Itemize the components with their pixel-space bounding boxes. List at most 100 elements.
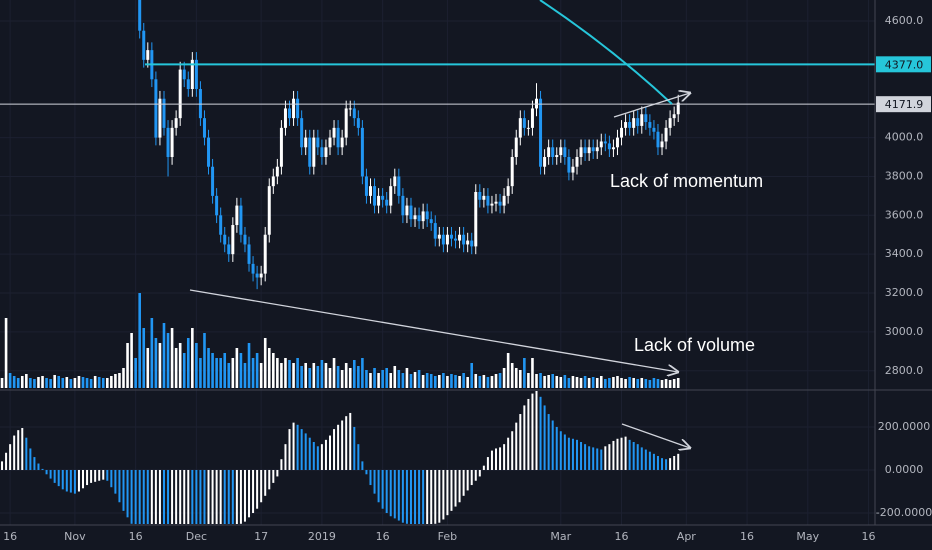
histogram-bar	[418, 469, 421, 524]
volume-bar	[612, 377, 615, 388]
histogram-bar	[337, 424, 340, 470]
histogram-bar	[620, 437, 623, 470]
candle-body	[514, 137, 518, 158]
grid	[0, 0, 875, 525]
volume-bar	[616, 376, 619, 388]
histogram-bar	[167, 469, 170, 524]
histogram-bar	[114, 469, 117, 494]
candle-body	[227, 244, 231, 255]
volume-bar	[393, 366, 397, 388]
histogram-bar	[438, 469, 441, 523]
histogram-bar	[458, 469, 461, 503]
volume-bar	[219, 358, 222, 388]
volume-bar	[373, 368, 376, 388]
volume-bar	[571, 376, 575, 388]
histogram-bar	[490, 450, 493, 470]
histogram-bar	[304, 433, 307, 470]
volume-bar	[514, 368, 518, 388]
histogram-bar	[551, 420, 554, 470]
histogram-bar	[531, 393, 534, 470]
candle-body	[421, 211, 425, 222]
y-tick-label: 3800.0	[885, 169, 924, 182]
histogram-bar	[616, 438, 619, 470]
histogram-bar	[154, 469, 157, 524]
volume-bar	[97, 377, 101, 388]
volume-bar	[551, 374, 554, 388]
volume-bar	[247, 343, 251, 388]
volume-bar	[33, 379, 36, 388]
volume-bar	[130, 333, 133, 388]
histogram-bar	[171, 469, 174, 524]
histogram-bar	[276, 469, 279, 477]
histogram-bar	[118, 469, 121, 503]
histogram-bar	[94, 469, 97, 482]
price-tag	[876, 96, 931, 113]
candle-body	[243, 234, 247, 245]
volume-bar	[0, 378, 4, 388]
volume-bar	[361, 358, 364, 388]
histogram-bar	[312, 442, 315, 470]
histogram-bar	[215, 469, 218, 524]
candle-body	[219, 215, 223, 235]
candle-body	[409, 205, 413, 220]
histogram-bar	[341, 420, 344, 470]
candle-body	[296, 98, 300, 119]
candle-body	[676, 102, 680, 115]
histogram-bar	[162, 469, 165, 524]
histogram-bar	[41, 468, 44, 470]
candle-body	[142, 30, 146, 60]
volume-bar	[215, 358, 218, 388]
histogram-bar	[547, 414, 550, 470]
volume-bar	[154, 338, 158, 388]
y-tick-label: -200.0000	[876, 506, 932, 519]
histogram-bar	[442, 469, 445, 520]
histogram-bar	[656, 455, 659, 470]
volume-bar	[37, 377, 40, 388]
candle-body	[190, 59, 194, 89]
volume-bar	[304, 363, 308, 388]
candle-body	[263, 234, 267, 274]
candle-body	[170, 127, 174, 158]
volume-bar	[636, 379, 640, 388]
histogram-bar	[422, 469, 425, 524]
x-tick-label: 16	[376, 530, 390, 543]
volume-bar	[134, 358, 137, 388]
x-tick-label: 16	[3, 530, 17, 543]
volume-bar	[93, 376, 97, 388]
volume-bar	[535, 374, 538, 388]
candle-body	[279, 127, 283, 167]
histogram-bar	[495, 448, 498, 470]
volume-bar	[20, 376, 24, 388]
histogram-bar	[478, 469, 481, 477]
x-tick-label: May	[796, 530, 819, 543]
histogram-bar	[385, 469, 388, 514]
volume-bar	[16, 378, 20, 388]
histogram-bar	[515, 422, 518, 470]
x-tick-label: Apr	[677, 530, 697, 543]
candle-body	[458, 234, 462, 241]
volume-bar	[174, 348, 178, 388]
volume-bar	[652, 378, 656, 388]
candle-body	[328, 137, 332, 148]
volume-bar	[166, 333, 170, 388]
candle-body	[292, 98, 296, 119]
histogram-bar	[25, 437, 28, 470]
volume-bar	[122, 368, 125, 388]
candle-body	[660, 141, 664, 148]
histogram-bar	[409, 469, 412, 524]
candle-body	[518, 118, 522, 138]
candle-body	[640, 114, 644, 126]
histogram-bar	[106, 469, 109, 481]
y-tick-label: 4000.0	[885, 131, 924, 144]
volume-bar	[421, 375, 425, 388]
volume-bar	[227, 363, 231, 388]
histogram-bar	[377, 469, 380, 503]
candle-body	[340, 137, 344, 148]
volume-bar	[231, 358, 235, 388]
candle-body	[275, 166, 279, 177]
volume-bar	[417, 370, 421, 388]
candle-body	[393, 176, 397, 187]
candle-body	[648, 122, 652, 128]
